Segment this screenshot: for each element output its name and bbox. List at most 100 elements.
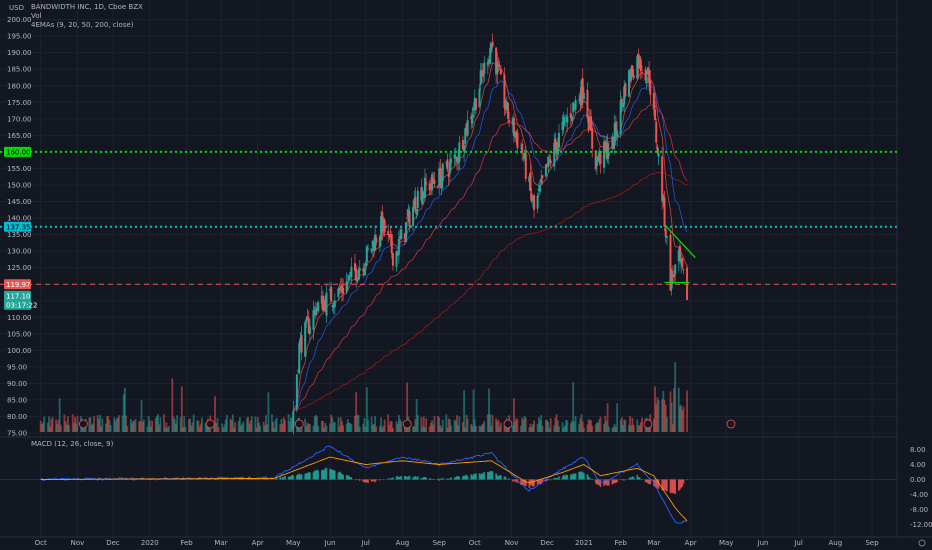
macd-histogram-bar [216, 478, 219, 480]
volume-bar [530, 426, 533, 432]
macd-histogram-bar [578, 471, 580, 480]
macd-histogram-bar [545, 479, 547, 482]
candle-body [491, 41, 494, 47]
volume-bar [533, 420, 535, 432]
macd-axis[interactable]: 8.00 4.00 0.00 -4.00 -8.00 -12.00 [910, 446, 932, 529]
macd-histogram-bar [299, 474, 302, 480]
macd-histogram-bar [367, 479, 369, 484]
volume-bar [475, 425, 477, 432]
candle-body [555, 142, 558, 153]
trend-lines[interactable] [664, 224, 696, 284]
volume-bar [109, 425, 112, 432]
volume-bar [516, 419, 519, 432]
candle-body [332, 304, 335, 308]
macd-histogram-bar [496, 475, 499, 480]
volume-bar [204, 423, 207, 432]
macd-histogram-bar [413, 476, 416, 480]
candle-body [678, 245, 681, 262]
macd-histogram-bar [288, 476, 291, 480]
volume-bar [406, 382, 409, 432]
volume-bar [472, 389, 475, 432]
macd-histogram-bar [520, 479, 522, 486]
volume-bar [573, 421, 576, 432]
macd-histogram-bar [514, 479, 516, 482]
macd-histogram-bar [456, 476, 458, 480]
volume-bar [65, 424, 68, 432]
time-label: Jul [793, 539, 803, 547]
volume-bar [159, 417, 162, 432]
candle-body [605, 144, 608, 152]
macd-histogram-bar [541, 479, 544, 483]
volume-bar [416, 415, 419, 432]
volume-bar [123, 387, 126, 432]
macd-histogram-bar [437, 478, 439, 480]
time-label: Jun [324, 539, 336, 547]
horizontal-levels[interactable] [0, 150, 897, 285]
candle-body [372, 244, 375, 251]
macd-histogram-bar [488, 472, 490, 480]
symbol-title[interactable]: BANDWIDTH INC, 1D, Cboe BZX [31, 3, 143, 11]
candle-body [594, 150, 597, 170]
time-axis[interactable]: Oct Nov Dec 2020 Feb Mar Apr May Jun Jul Aug Sep Oct… [35, 539, 880, 547]
macd-histogram-bar [447, 478, 450, 480]
volume-bar [389, 421, 392, 432]
candle-body [305, 318, 308, 323]
volume-bar [612, 426, 615, 432]
volume-bar [116, 417, 119, 432]
candle-body [677, 249, 680, 262]
macd-histogram-bar [587, 476, 590, 480]
volume-bar [192, 414, 195, 432]
ema-label[interactable]: 4EMAs (9, 20, 50, 200, close) [31, 21, 134, 29]
volume-bar [249, 420, 252, 432]
volume-bar [446, 427, 449, 432]
volume-bar [165, 422, 168, 432]
volume-bar [528, 427, 531, 432]
candle-body [541, 175, 544, 179]
volume-bar [473, 419, 476, 432]
candle-body [422, 191, 425, 194]
volume-bar [358, 426, 361, 432]
candle-body [522, 157, 525, 159]
volume-label[interactable]: Vol [31, 12, 42, 20]
candle-body [639, 59, 642, 72]
candle-body [591, 128, 594, 149]
macd-histogram-bar [298, 473, 301, 480]
macd-histogram-bar [458, 477, 461, 480]
macd-histogram-bar [491, 471, 494, 480]
candle-body [565, 120, 568, 122]
macd-histogram-bar [454, 476, 457, 480]
macd-tick-label: -8.00 [910, 506, 928, 514]
candle-body [367, 248, 370, 250]
candle-body [631, 65, 634, 76]
volume-bar [591, 425, 594, 432]
macd-histogram-bar [345, 475, 348, 480]
macd-histogram-bar [558, 476, 560, 480]
candle-body [362, 268, 365, 272]
volume-bar [191, 422, 194, 432]
time-label: Feb [180, 539, 193, 547]
candle-body [440, 176, 443, 189]
candle-body [655, 121, 658, 143]
candle-body [638, 56, 641, 67]
volume-bar [546, 420, 549, 432]
candle-body [473, 98, 476, 111]
gear-icon [918, 539, 926, 547]
volume-bar [531, 424, 534, 432]
macd-histogram-bar [580, 471, 583, 480]
macd-histogram-bar [669, 479, 672, 494]
macd-histogram-bar [637, 477, 640, 480]
macd-histogram-bar [596, 479, 598, 485]
macd-legend[interactable]: MACD (12, 26, close, 9) [31, 440, 114, 448]
macd-tick-label: 8.00 [910, 446, 926, 454]
candle-body [480, 70, 483, 75]
candle-body [652, 92, 655, 110]
chart-legend: BANDWIDTH INC, 1D, Cboe BZX Vol 4EMAs (9… [31, 3, 143, 30]
volume-bar [291, 418, 294, 432]
volume-bar [258, 422, 260, 432]
volume-bar [670, 402, 673, 432]
volume-bar [425, 418, 428, 432]
volume-bar [480, 425, 483, 432]
candle-body [528, 176, 531, 182]
candle-body [299, 338, 302, 346]
